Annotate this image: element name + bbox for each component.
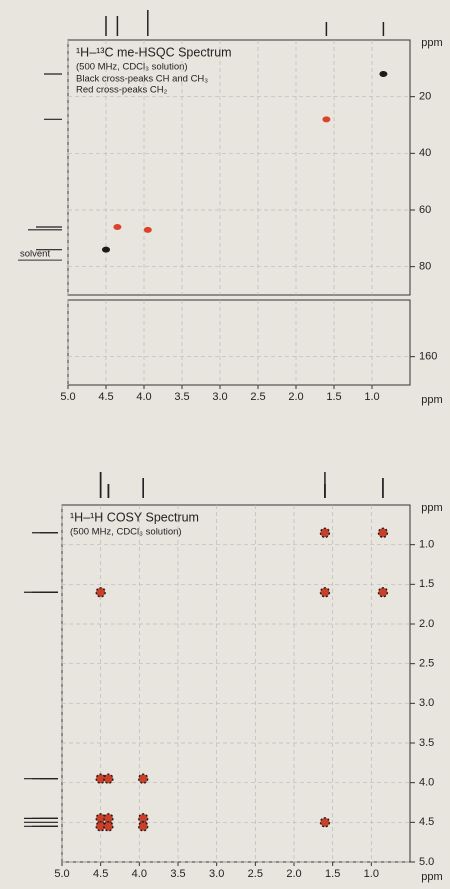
cross-peak [137, 773, 149, 784]
y-tick-label: 4.5 [419, 816, 434, 828]
cross-peak [377, 587, 389, 598]
legend-entry: Black cross-peaks CH and CH₃ [76, 74, 208, 85]
x-tick-label: 3.0 [212, 391, 227, 403]
y-tick-label: 40 [419, 147, 431, 159]
x-tick-label: 3.5 [170, 868, 185, 880]
y-tick-label: 5.0 [419, 856, 434, 868]
chart-title: ¹H–¹³C me-HSQC Spectrum [76, 45, 232, 59]
x-tick-label: 2.0 [288, 391, 303, 403]
y-tick-label: 60 [419, 204, 431, 216]
cross-peak [103, 773, 114, 784]
legend-entry: Red cross-peaks CH₂ [76, 85, 168, 96]
y-tick-label: 2.5 [419, 658, 434, 670]
y-tick-label: 80 [419, 261, 431, 273]
cross-peak [137, 821, 149, 832]
y-axis-label: ppm [421, 502, 442, 514]
x-tick-label: 5.0 [54, 868, 69, 880]
x-tick-label: 1.5 [326, 391, 341, 403]
chart-subtitle: (500 MHz, CDCl₃ solution) [76, 62, 188, 73]
cross-peak [95, 587, 106, 598]
x-tick-label: 2.0 [286, 868, 301, 880]
annotation: solvent [20, 249, 50, 260]
x-tick-label: 1.5 [325, 868, 340, 880]
chart-subtitle: (500 MHz, CDCl₃ solution) [70, 527, 182, 538]
cross-peak [319, 587, 331, 598]
x-tick-label: 4.5 [98, 391, 113, 403]
chart-title: ¹H–¹H COSY Spectrum [70, 510, 199, 524]
x-tick-label: 2.5 [248, 868, 263, 880]
y-tick-label: 1.0 [419, 539, 434, 551]
x-tick-label: 4.5 [93, 868, 108, 880]
x-tick-label: 1.0 [364, 391, 379, 403]
x-tick-label: 4.0 [132, 868, 147, 880]
x-axis-label: ppm [421, 871, 442, 883]
cross-peak [379, 71, 388, 77]
y-axis-label: ppm [421, 37, 442, 49]
cross-peak [377, 527, 389, 538]
y-tick-label: 1.5 [419, 578, 434, 590]
cross-peak [102, 246, 110, 253]
cross-peak [322, 116, 331, 123]
cross-peak [113, 224, 122, 230]
cross-peak [103, 813, 114, 824]
cross-peak [143, 226, 152, 233]
x-tick-label: 5.0 [60, 391, 75, 403]
y-tick-label: 2.0 [419, 618, 434, 630]
y-tick-label: 4.0 [419, 777, 434, 789]
y-tick-label: 3.5 [419, 737, 434, 749]
x-axis-label: ppm [421, 394, 442, 406]
y-tick-label: 3.0 [419, 697, 434, 709]
cross-peak [103, 821, 114, 832]
x-tick-label: 4.0 [136, 391, 151, 403]
cross-peak [319, 817, 331, 828]
y-tick-label: 160 [419, 351, 437, 363]
y-tick-label: 20 [419, 91, 431, 103]
x-tick-label: 3.5 [174, 391, 189, 403]
x-tick-label: 3.0 [209, 868, 224, 880]
cross-peak [319, 527, 331, 538]
x-tick-label: 1.0 [364, 868, 379, 880]
cross-peak [137, 813, 149, 824]
x-tick-label: 2.5 [250, 391, 265, 403]
